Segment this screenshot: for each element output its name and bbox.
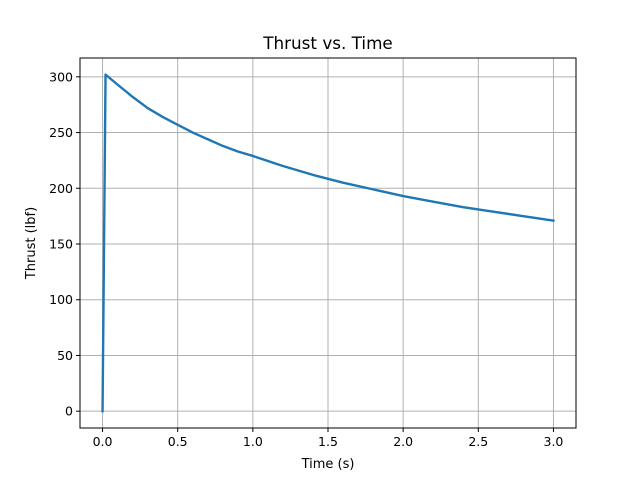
y-tick-label: 0 [65, 404, 73, 419]
y-tick-label: 100 [49, 292, 73, 307]
x-tick-label: 3.0 [544, 434, 564, 449]
y-axis-label: Thrust (lbf) [24, 207, 39, 280]
x-tick-label: 1.0 [243, 434, 263, 449]
y-tick-label: 150 [49, 237, 73, 252]
y-tick-label: 50 [57, 348, 73, 363]
chart-title: Thrust vs. Time [262, 33, 393, 53]
y-tick-label: 300 [49, 69, 73, 84]
y-tick-label: 200 [49, 181, 73, 196]
tick-layer: 0.0 0.5 1.0 1.5 2.0 2.5 3.0 0 50 100 150 200 250 300 [49, 69, 563, 449]
x-tick-label: 2.5 [468, 434, 488, 449]
x-tick-label: 0.5 [168, 434, 188, 449]
thrust-series-line [101, 73, 555, 413]
y-tick-label: 250 [49, 125, 73, 140]
series-layer [101, 73, 555, 413]
grid-layer [80, 58, 576, 428]
x-tick-label: 2.0 [393, 434, 413, 449]
x-tick-label: 0.0 [93, 434, 113, 449]
x-tick-label: 1.5 [318, 434, 338, 449]
x-axis-label: Time (s) [301, 457, 355, 472]
